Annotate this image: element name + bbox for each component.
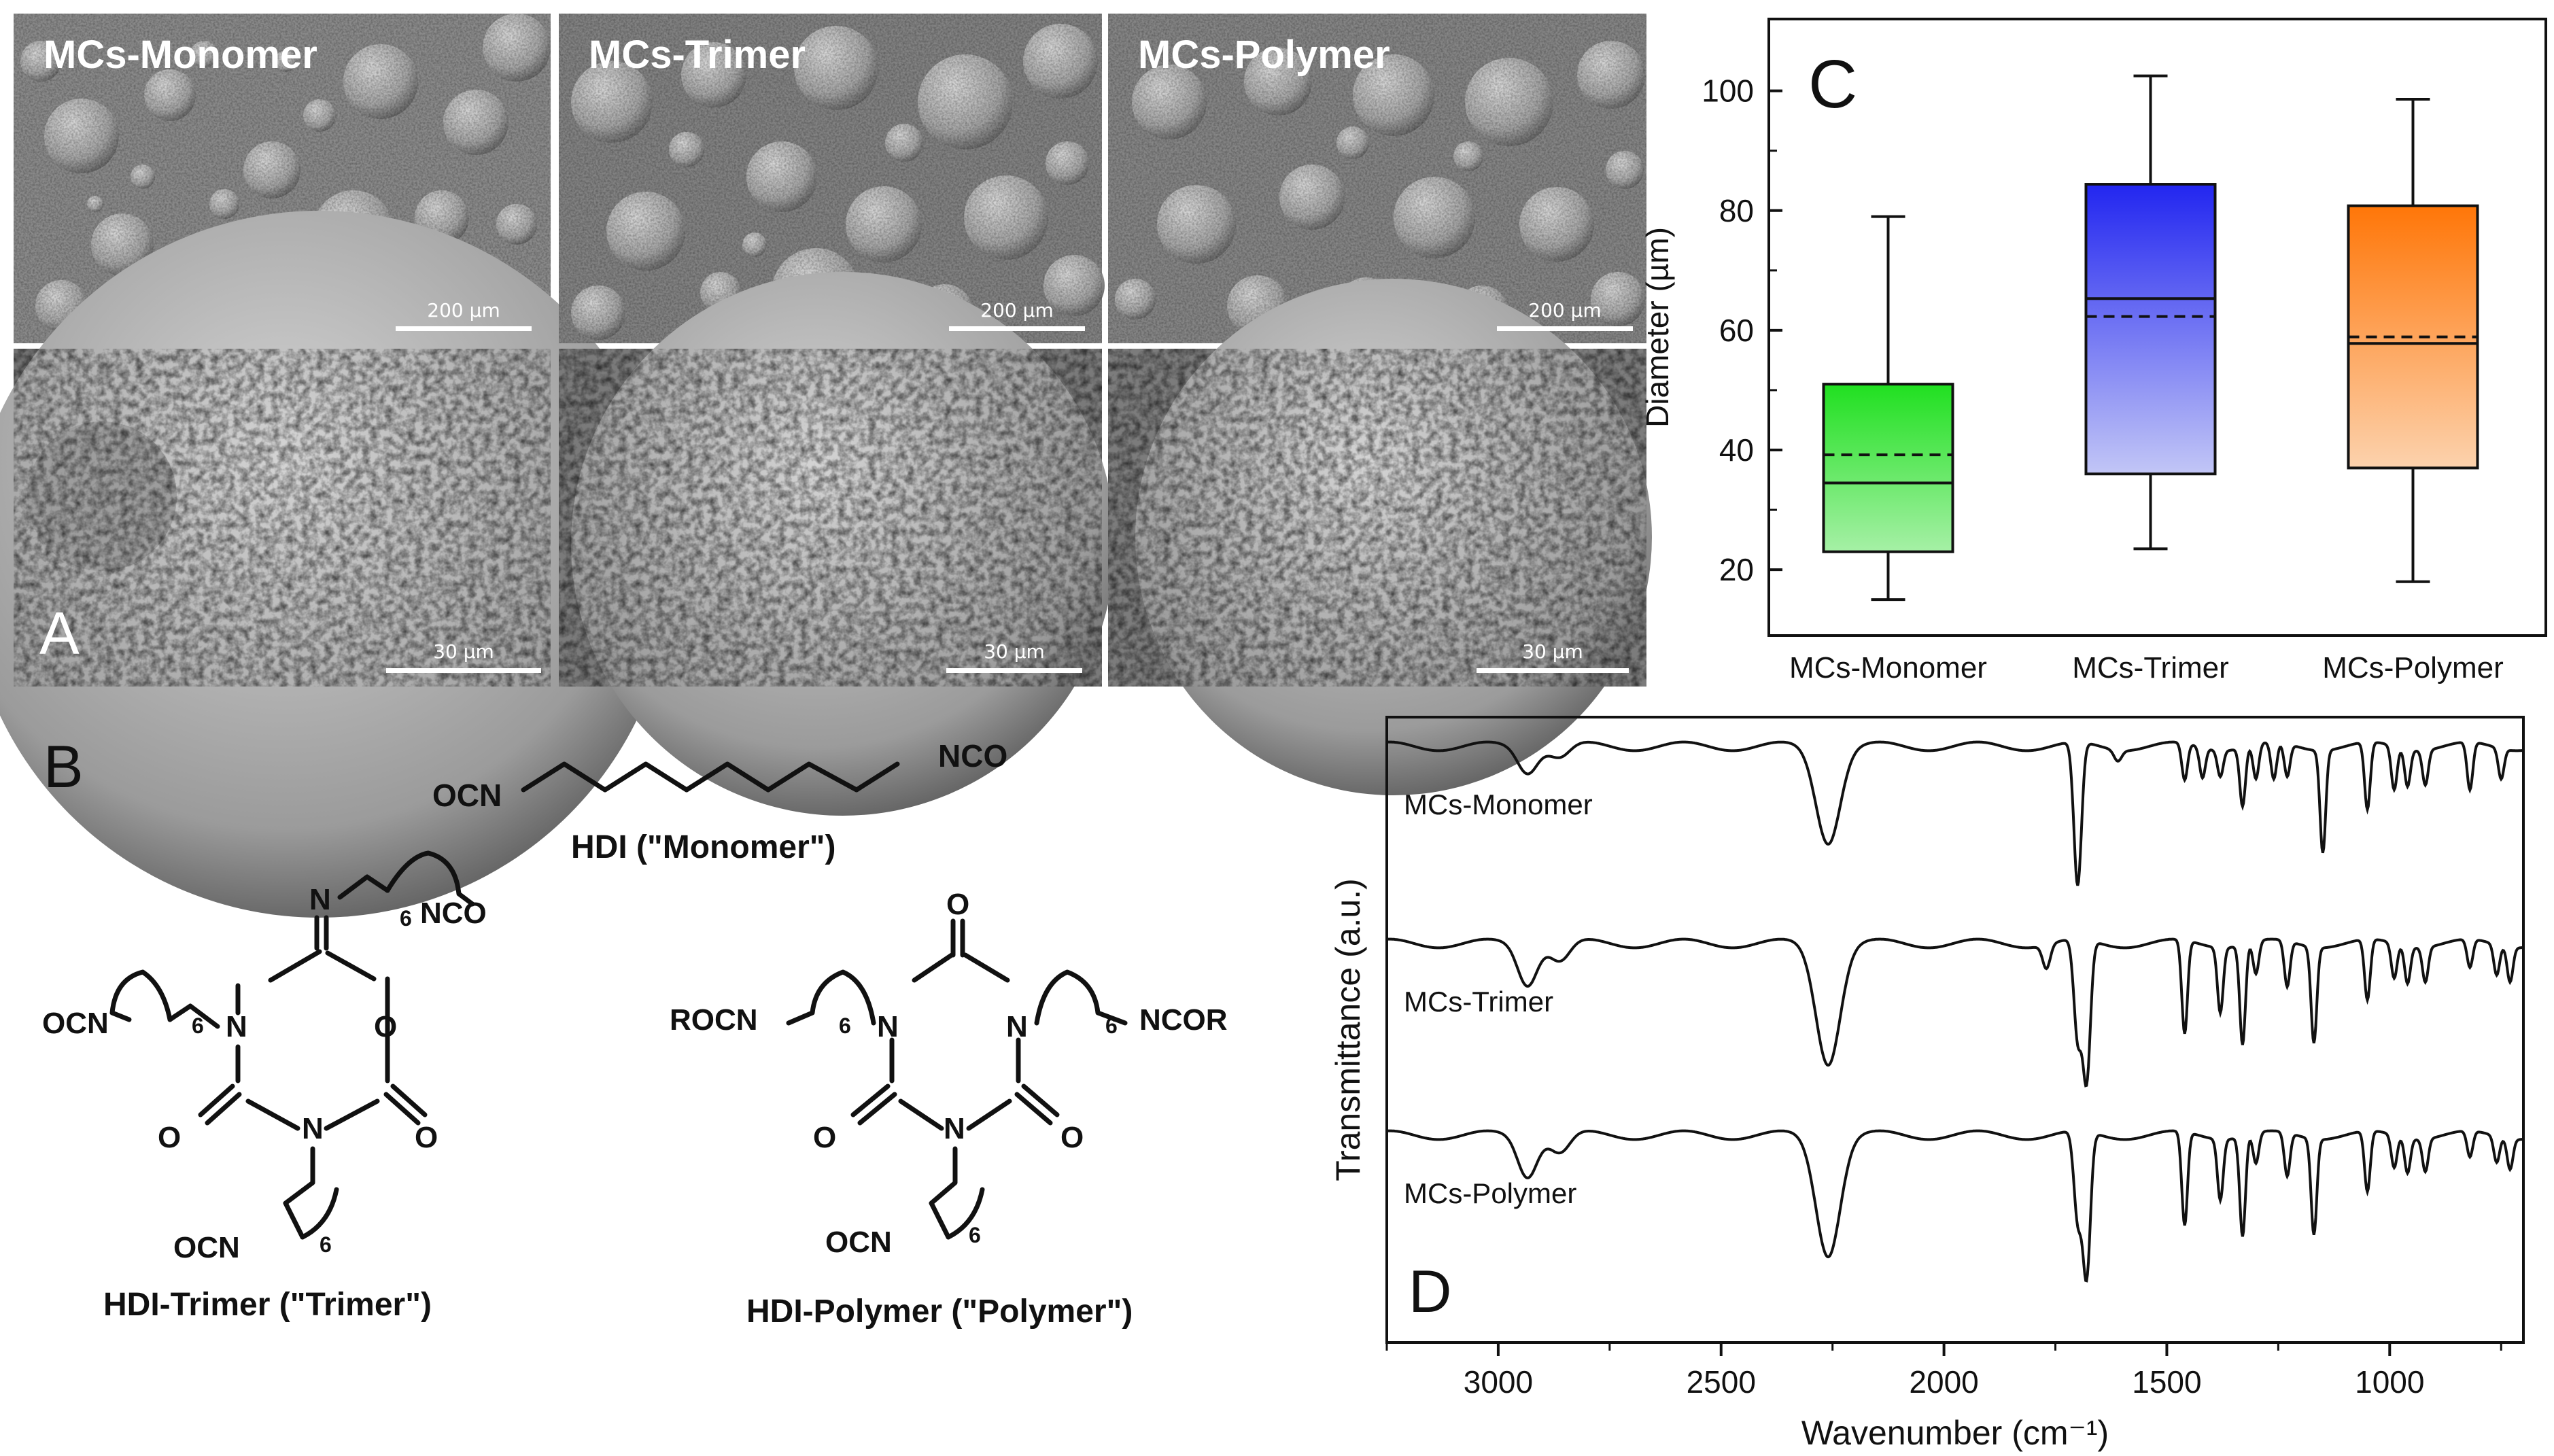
y-tick-label: 80 <box>1719 193 1754 228</box>
panel-letter-b: B <box>44 733 84 800</box>
panel-letter-c: C <box>1808 46 1857 122</box>
trimer-o-right: O <box>415 1121 438 1154</box>
series-monomer-line <box>1386 740 2524 886</box>
trimer-n-bottom: N <box>302 1112 324 1145</box>
series-label: MCs-Polymer <box>1404 1177 1576 1209</box>
trimer-sub6-b: 6 <box>192 1013 204 1038</box>
sem-label-monomer: MCs-Monomer <box>44 33 317 77</box>
polymer-n-right: N <box>1006 1010 1028 1043</box>
box <box>1822 383 1954 553</box>
trimer-ocn-left: OCN <box>42 1007 109 1040</box>
trimer-nco-top: NCO <box>420 897 487 930</box>
trimer-sub6-c: 6 <box>320 1232 332 1257</box>
trimer-o-left: O <box>158 1121 181 1154</box>
panel-c-boxplot: 20 40 60 80 100 Diameter (µm) MCs-Monomer MCs-T… <box>1640 18 2547 684</box>
polymer-o-left: O <box>813 1121 836 1154</box>
polymer-ocn-bottom: OCN <box>825 1226 892 1259</box>
polymer-sub6-c: 6 <box>969 1223 981 1247</box>
polymer-ncor: NCOR <box>1139 1003 1228 1037</box>
sem-label-polymer: MCs-Polymer <box>1138 33 1390 77</box>
y-tick-label: 100 <box>1702 73 1754 109</box>
series-trimer-line <box>1386 937 2524 1088</box>
sem-trimer <box>559 14 1115 816</box>
y-axis-label: Diameter (µm) <box>1640 227 1675 428</box>
series-polymer-line <box>1386 1129 2524 1283</box>
box <box>2084 183 2217 476</box>
trimer-ocn-bottom: OCN <box>173 1231 240 1264</box>
series-label: MCs-Monomer <box>1404 788 1593 820</box>
panel-d-ftir: 3000 2500 2000 1500 1000 Wavenumber (cm⁻¹) Tra… <box>1329 716 2525 1452</box>
trimer-n-exo: N <box>309 883 331 916</box>
x-tick-label: 2500 <box>1687 1364 1756 1400</box>
series-label: MCs-Trimer <box>1404 986 1553 1018</box>
x-axis-label: Wavenumber (cm⁻¹) <box>1801 1414 2109 1452</box>
polymer-o-right: O <box>1060 1121 1084 1154</box>
polymer-sub6-a: 6 <box>839 1013 851 1038</box>
hdi-ocn-label: OCN <box>432 778 502 813</box>
panel-letter-a: A <box>39 600 80 667</box>
trimer-name: HDI-Trimer ("Trimer") <box>103 1287 432 1323</box>
x-tick-label: 1500 <box>2132 1364 2201 1400</box>
polymer-rocn: ROCN <box>670 1003 758 1037</box>
polymer-n-left: N <box>877 1010 899 1043</box>
trimer-ring <box>109 850 475 1240</box>
polymer-n-bottom: N <box>944 1112 965 1145</box>
x-category-label: MCs-Monomer <box>1789 651 1987 684</box>
sem-label-trimer: MCs-Trimer <box>589 33 806 77</box>
scale-bars <box>386 326 1633 673</box>
polymer-name: HDI-Polymer ("Polymer") <box>746 1294 1133 1330</box>
sem-polymer <box>1108 14 1652 795</box>
panel-a: MCs-Monomer MCs-Trimer MCs-Polymer 200 µ… <box>0 14 1652 918</box>
x-category-label: MCs-Trimer <box>2072 651 2229 684</box>
hdi-nco-label: NCO <box>938 738 1007 774</box>
panel-b <box>109 761 1128 1240</box>
y-tick-label: 40 <box>1719 432 1754 468</box>
trimer-o-ring: O <box>374 1010 397 1043</box>
sem-monomer <box>0 14 673 918</box>
y-axis-label: Transmittance (a.u.) <box>1329 878 1367 1181</box>
y-tick-label: 60 <box>1719 313 1754 348</box>
scale-label-polymer-low: 200 µm <box>1528 299 1601 322</box>
scale-label-monomer-high: 30 µm <box>433 640 494 663</box>
x-tick-label: 2000 <box>1909 1364 1978 1400</box>
scale-label-trimer-high: 30 µm <box>984 640 1045 663</box>
scale-label-polymer-high: 30 µm <box>1522 640 1583 663</box>
y-tick-label: 20 <box>1719 552 1754 587</box>
x-tick-label: 3000 <box>1464 1364 1533 1400</box>
trimer-sub6-a: 6 <box>400 906 412 931</box>
plot-frame <box>1385 716 2525 1344</box>
polymer-o-top: O <box>946 888 969 921</box>
polymer-ring <box>786 918 1128 1240</box>
hdi-name: HDI ("Monomer") <box>571 829 835 865</box>
scale-label-trimer-low: 200 µm <box>980 299 1053 322</box>
polymer-sub6-b: 6 <box>1105 1013 1118 1038</box>
x-tick-label: 1000 <box>2355 1364 2424 1400</box>
panel-letter-d: D <box>1409 1258 1452 1325</box>
hdi-chain <box>521 761 900 793</box>
panel-b-text: B OCN NCO HDI ("Monomer") N 6 NCO OCN 6 … <box>42 733 1228 1330</box>
trimer-n-left: N <box>226 1010 247 1043</box>
plot-frame <box>1767 18 2547 637</box>
x-category-label: MCs-Polymer <box>2322 651 2503 684</box>
scale-label-monomer-low: 200 µm <box>427 299 500 322</box>
